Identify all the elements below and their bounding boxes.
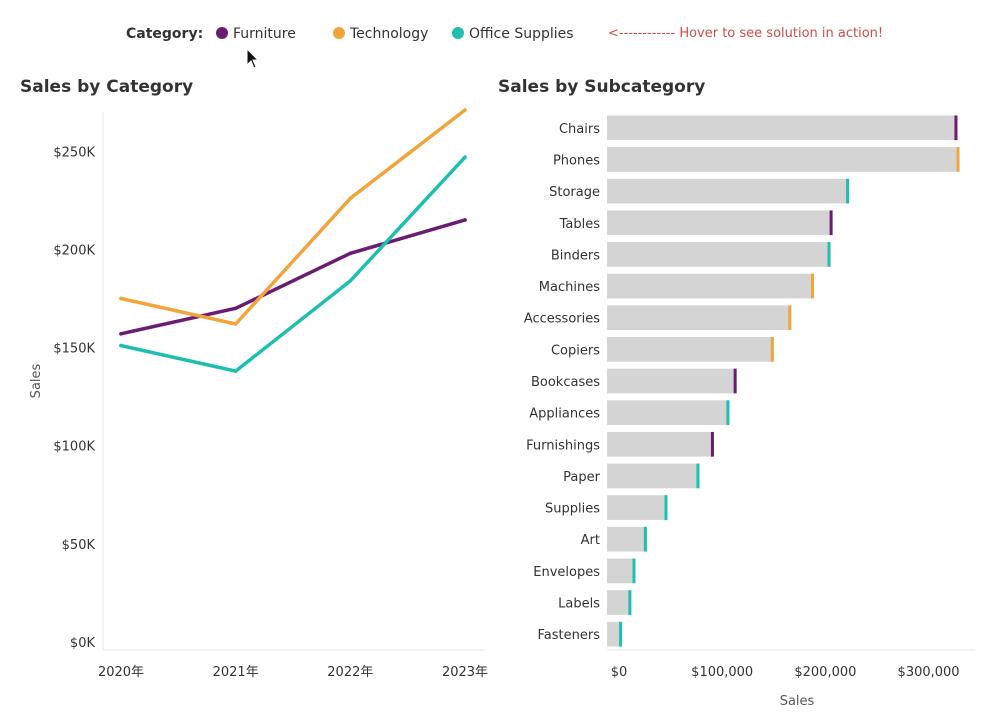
bar-copiers: [607, 337, 774, 362]
data-point-technology-1: [233, 322, 238, 326]
hover-hint: <------------ Hover to see solution in a…: [608, 26, 884, 41]
legend-item-furniture[interactable]: Furniture: [216, 26, 296, 42]
line-chart: $0K $50K $100K $150K $200K $250K Sales 2020年 202…: [29, 108, 488, 680]
data-point-office-supplies-1: [233, 369, 238, 373]
y-axis-label: Sales: [29, 363, 44, 398]
bar-marker-furnishings: [710, 431, 714, 457]
bar-category-label-supplies: Supplies: [545, 502, 600, 517]
series-line-technology: [119, 108, 467, 326]
data-point-technology-3: [463, 108, 467, 112]
bar-category-label-bookcases: Bookcases: [531, 375, 600, 390]
bar-phones: [607, 147, 960, 172]
bar-appliances: [607, 400, 730, 425]
legend-dot-office-supplies: [452, 27, 464, 39]
legend-dot-furniture: [216, 27, 228, 39]
x-tick-label-1: 2021年: [213, 665, 259, 680]
bar-marker-labels: [628, 590, 632, 615]
bar-machines: [607, 273, 815, 299]
bar-category-label-appliances: Appliances: [529, 407, 600, 422]
bar-category-label-art: Art: [581, 533, 600, 548]
bar-marker-art: [643, 526, 647, 552]
line-chart-title: Sales by Category: [20, 77, 194, 97]
legend-label-office-supplies: Office Supplies: [469, 26, 574, 42]
bar-paper: [607, 463, 700, 489]
bar-marker-binders: [827, 242, 831, 267]
bar-category-label-fasteners: Fasteners: [538, 628, 601, 643]
bar-category-label-binders: Binders: [551, 248, 600, 263]
bar-marker-copiers: [770, 337, 774, 362]
x-tick-label-2: 2022年: [327, 665, 373, 680]
legend-item-office-supplies[interactable]: Office Supplies: [452, 26, 574, 42]
bar-storage: [607, 178, 850, 204]
bar-category-label-copiers: Copiers: [551, 343, 600, 358]
bar-envelopes: [607, 558, 636, 584]
bar-category-label-phones: Phones: [553, 153, 600, 168]
bar-x-axis-label: Sales: [780, 694, 815, 709]
bar-marker-bookcases: [733, 368, 737, 394]
bar-category-label-paper: Paper: [563, 470, 600, 485]
bar-tables: [607, 210, 833, 236]
data-point-office-supplies-2: [348, 279, 353, 283]
legend-title: Category:: [126, 26, 204, 42]
bar-marker-phones: [956, 147, 960, 172]
data-point-furniture-3: [463, 218, 467, 222]
bar-marker-envelopes: [632, 558, 636, 584]
x-tick-label-3: 2023年: [442, 665, 488, 680]
series-line-office-supplies: [119, 155, 467, 373]
bar-x-tick-label-2: $200,000: [794, 665, 856, 680]
bar-marker-chairs: [954, 115, 958, 141]
bar-bookcases: [607, 368, 737, 394]
bar-marker-fasteners: [619, 621, 623, 647]
bar-category-label-labels: Labels: [558, 597, 600, 612]
bar-x-tick-label-1: $100,000: [691, 665, 753, 680]
bar-chart-title: Sales by Subcategory: [498, 77, 706, 97]
legend-item-technology[interactable]: Technology: [333, 26, 428, 42]
bar-marker-appliances: [726, 400, 730, 425]
bar-category-label-tables: Tables: [559, 217, 601, 232]
data-point-furniture-2: [348, 251, 353, 256]
bar-accessories: [607, 305, 792, 331]
bar-category-label-chairs: Chairs: [559, 122, 600, 137]
y-tick-label-5: $250K: [53, 145, 95, 160]
bar-x-tick-label-3: $300,000: [898, 665, 960, 680]
y-tick-label-4: $200K: [53, 243, 95, 258]
y-tick-label-1: $50K: [62, 538, 96, 553]
data-point-technology-0: [119, 296, 123, 301]
bar-marker-supplies: [664, 495, 668, 520]
y-tick-label-3: $150K: [53, 342, 95, 357]
legend-label-technology: Technology: [350, 26, 429, 42]
bar-binders: [607, 242, 831, 267]
y-tick-label-2: $100K: [53, 440, 95, 455]
bar-furnishings: [607, 431, 714, 457]
data-point-office-supplies-3: [463, 155, 467, 159]
bar-supplies: [607, 495, 668, 520]
bar-category-label-envelopes: Envelopes: [533, 565, 600, 580]
bar-chairs: [607, 115, 958, 141]
bar-marker-tables: [829, 210, 833, 236]
bar-category-label-machines: Machines: [539, 280, 600, 295]
data-point-furniture-1: [233, 306, 238, 311]
bar-art: [607, 526, 647, 552]
bar-marker-accessories: [788, 305, 792, 331]
y-tick-label-0: $0K: [70, 636, 96, 651]
x-tick-label-0: 2020年: [98, 665, 144, 680]
legend-dot-technology: [333, 27, 345, 39]
mouse-cursor-icon: [246, 48, 260, 69]
data-point-technology-2: [348, 196, 353, 201]
bar-fasteners: [607, 621, 623, 647]
bar-category-label-accessories: Accessories: [524, 312, 600, 327]
bar-marker-storage: [846, 178, 850, 204]
bar-marker-machines: [811, 273, 815, 299]
color-legend: Category: Furniture Technology Office Su…: [0, 0, 1000, 70]
series-line-furniture: [119, 218, 467, 336]
bar-category-label-storage: Storage: [549, 185, 600, 200]
data-point-furniture-0: [119, 332, 123, 336]
legend-label-furniture: Furniture: [233, 26, 296, 42]
data-point-office-supplies-0: [119, 343, 123, 348]
bar-x-tick-label-0: $0: [611, 665, 628, 680]
bar-category-label-furnishings: Furnishings: [526, 438, 600, 453]
bar-marker-paper: [696, 463, 700, 489]
bar-labels: [607, 590, 632, 615]
